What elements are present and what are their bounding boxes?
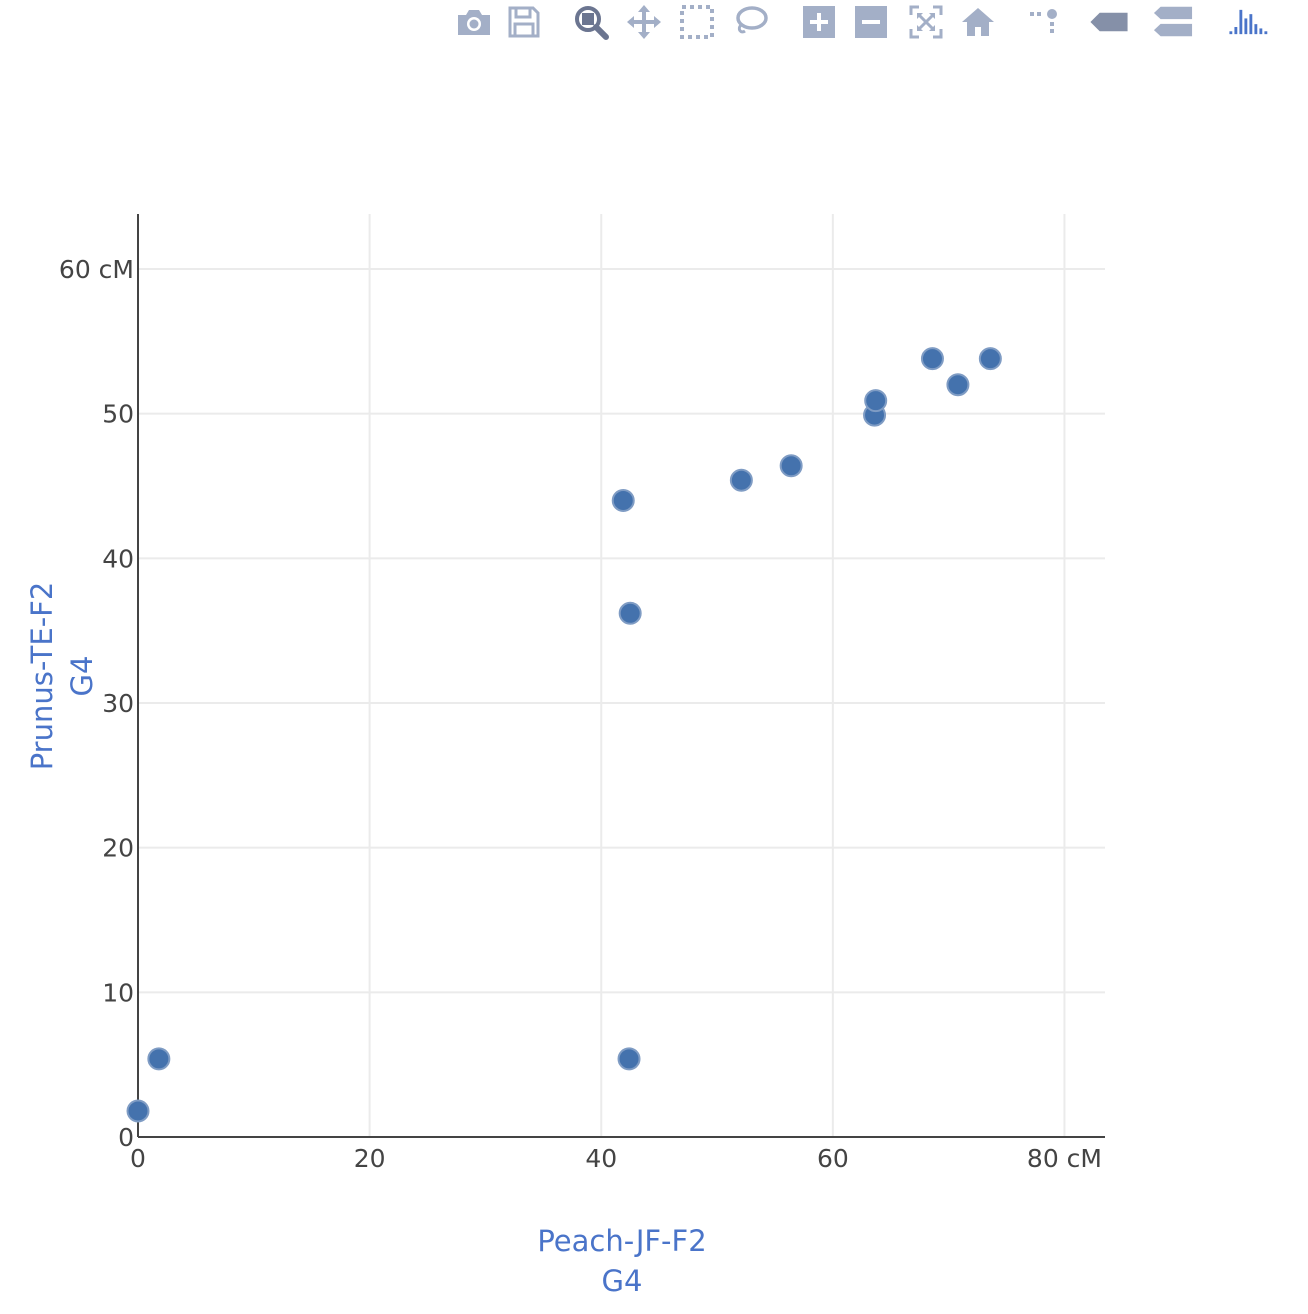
y-tick-label: 20 <box>102 834 134 863</box>
data-point[interactable] <box>618 601 642 625</box>
data-point[interactable] <box>147 1047 171 1071</box>
data-point[interactable] <box>126 1099 150 1123</box>
pan-button[interactable] <box>624 2 664 42</box>
lasso-select-button[interactable] <box>730 2 770 42</box>
x-axis-title: Peach-JF-F2 <box>537 1224 706 1258</box>
data-points[interactable] <box>126 347 1002 1123</box>
autoscale-icon <box>909 5 943 39</box>
data-point[interactable] <box>729 468 753 492</box>
zoom-in-icon <box>803 6 835 38</box>
reset-axes-icon <box>962 8 994 36</box>
y-tick-label: 50 <box>102 400 134 429</box>
zoom-in-button[interactable] <box>799 2 839 42</box>
spike-lines-icon <box>1030 9 1057 33</box>
hover-compare-icon <box>1153 6 1193 37</box>
y-tick-label: 10 <box>102 978 134 1007</box>
hover-closest-button[interactable] <box>1089 2 1129 42</box>
save-button[interactable] <box>504 2 544 42</box>
data-point[interactable] <box>779 454 803 478</box>
autoscale-button[interactable] <box>906 2 946 42</box>
y-axis-title-line2: G4 <box>65 656 99 697</box>
box-select-button[interactable] <box>677 2 717 42</box>
data-point[interactable] <box>978 347 1002 371</box>
x-tick-label: 40 <box>585 1144 617 1173</box>
x-tick-label: 80 cM <box>1027 1144 1102 1173</box>
lasso-select-icon <box>736 6 768 34</box>
plotly-logo-icon <box>1229 9 1268 35</box>
hover-closest-icon <box>1090 12 1128 32</box>
data-point[interactable] <box>946 373 970 397</box>
pan-icon <box>627 5 661 39</box>
modebar <box>0 0 1308 50</box>
camera-icon <box>458 10 490 35</box>
y-axis-title: Prunus-TE-F2 <box>25 582 59 771</box>
x-axis-title-line2: G4 <box>602 1264 643 1298</box>
zoom-button[interactable] <box>571 2 611 42</box>
hover-compare-button[interactable] <box>1153 2 1193 42</box>
y-tick-label: 60 cM <box>59 255 134 284</box>
y-tick-label: 0 <box>118 1123 134 1152</box>
tick-labels: 0 20 40 60 80 cM 0 10 20 30 40 50 60 cM <box>59 255 1102 1173</box>
axes <box>137 214 1105 1138</box>
x-tick-label: 60 <box>817 1144 849 1173</box>
box-select-icon <box>680 5 714 39</box>
grid-lines <box>138 214 1105 1137</box>
save-icon <box>508 6 540 38</box>
data-point[interactable] <box>617 1047 641 1071</box>
reset-axes-button[interactable] <box>958 2 998 42</box>
axis-titles: Peach-JF-F2 G4 Prunus-TE-F2 G4 <box>25 582 707 1298</box>
zoom-out-button[interactable] <box>851 2 891 42</box>
zoom-out-icon <box>855 6 887 38</box>
y-tick-label: 30 <box>102 689 134 718</box>
y-tick-label: 40 <box>102 544 134 573</box>
data-point[interactable] <box>864 389 888 413</box>
data-point[interactable] <box>611 488 635 512</box>
zoom-icon <box>575 6 609 40</box>
x-tick-label: 0 <box>130 1144 146 1173</box>
plotly-logo-button[interactable] <box>1228 2 1268 42</box>
camera-button[interactable] <box>454 2 494 42</box>
spike-lines-button[interactable] <box>1025 2 1065 42</box>
data-point[interactable] <box>920 347 944 371</box>
x-tick-label: 20 <box>354 1144 386 1173</box>
